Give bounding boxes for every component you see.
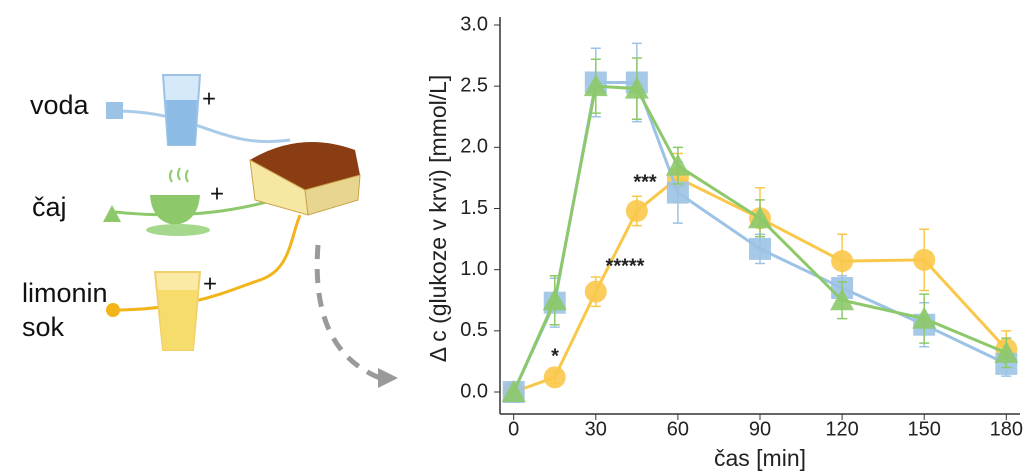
y-tick-label: 0.5	[460, 319, 488, 341]
marker	[583, 74, 608, 97]
marker	[830, 288, 855, 311]
y-tick-label: 1.5	[460, 197, 488, 219]
y-axis-label: Δ c (glukoze v krvi) [mmol/L]	[425, 75, 451, 363]
marker	[625, 199, 648, 222]
x-axis-label: čas [min]	[714, 445, 806, 471]
legend-label: voda	[30, 90, 89, 120]
marker	[749, 237, 771, 260]
marker	[666, 181, 689, 204]
svg-text:+: +	[210, 180, 224, 207]
legend-label: limonin sok	[22, 278, 108, 342]
illustration: + + +	[103, 74, 398, 388]
marker	[748, 206, 772, 229]
marker	[994, 340, 1019, 363]
annotation: *****	[606, 255, 645, 277]
x-tick-label: 30	[585, 418, 607, 440]
y-tick-label: 2.0	[460, 136, 488, 158]
marker	[624, 76, 649, 99]
x-tick-label: 60	[667, 418, 689, 440]
marker	[913, 248, 936, 271]
marker	[665, 153, 690, 176]
y-tick-label: 1.0	[460, 258, 488, 280]
svg-text:+: +	[203, 270, 217, 297]
annotation: *	[551, 345, 559, 367]
x-tick-label: 180	[990, 418, 1023, 440]
series	[502, 152, 1018, 403]
x-tick-label: 120	[825, 418, 858, 440]
marker	[543, 366, 566, 389]
svg-text:+: +	[202, 85, 216, 112]
marker	[912, 306, 937, 329]
y-tick-label: 0.0	[460, 380, 488, 402]
marker	[542, 288, 567, 311]
x-tick-label: 90	[749, 418, 771, 440]
legend-label: čaj	[32, 192, 67, 222]
series	[501, 57, 1019, 402]
marker	[584, 280, 607, 303]
x-tick-label: 0	[508, 418, 519, 440]
y-tick-label: 3.0	[460, 13, 488, 35]
x-tick-label: 150	[908, 418, 941, 440]
marker	[501, 380, 526, 402]
y-tick-label: 2.5	[460, 74, 488, 96]
marker	[831, 250, 854, 273]
annotation: ***	[633, 171, 657, 193]
